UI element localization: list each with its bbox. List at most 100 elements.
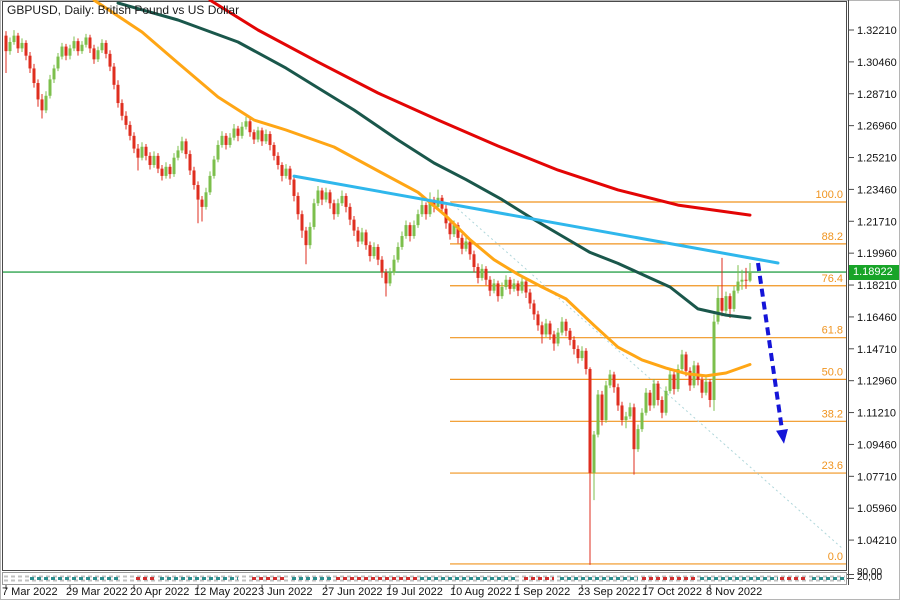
indicator-level-20-label: 20,00 xyxy=(857,572,883,583)
bear-candle-body xyxy=(568,330,572,340)
bear-candle-body xyxy=(584,350,588,370)
fib-level-label: 100.0 xyxy=(815,189,843,201)
price-tick-label: 1.05960 xyxy=(857,503,897,515)
chart-title: GBPUSD, Daily: British Pound vs US Dolla… xyxy=(7,3,240,17)
bear-candle-body xyxy=(384,272,388,284)
bear-candle-body xyxy=(192,170,196,186)
bull-candle-body xyxy=(480,268,484,278)
bull-candle-body xyxy=(392,259,396,273)
bull-candle-body xyxy=(492,283,496,291)
bear-candle-body xyxy=(524,281,528,293)
bear-candle-body xyxy=(648,392,652,406)
bull-candle-body xyxy=(48,79,52,96)
bear-candle-body xyxy=(672,374,676,390)
bear-candle-body xyxy=(64,46,68,56)
bull-candle-body xyxy=(580,350,584,359)
bear-candle-body xyxy=(588,369,592,473)
bull-candle-body xyxy=(240,126,244,136)
bull-candle-body xyxy=(428,199,432,215)
bear-candle-body xyxy=(720,297,724,311)
bull-candle-body xyxy=(544,323,548,335)
descending-trendline[interactable] xyxy=(292,174,780,265)
bull-candle-body xyxy=(232,128,236,138)
fib-level-label: 23.6 xyxy=(822,460,843,472)
bear-candle-body xyxy=(16,35,20,49)
price-tick-label: 1.28710 xyxy=(857,89,897,101)
price-tick-label: 1.12960 xyxy=(857,376,897,388)
fibonacci-retracement[interactable]: 100.0 88.2 76.4 61.8 50.0 38.2 23.6 0.0 xyxy=(449,189,846,565)
bull-candle-body xyxy=(284,168,288,176)
ma-slow-red[interactable] xyxy=(208,0,752,217)
bear-candle-body xyxy=(408,225,412,237)
fib-level-label: 61.8 xyxy=(822,325,843,337)
bear-candle-body xyxy=(508,279,512,289)
bear-candle-body xyxy=(168,166,172,175)
bear-candle-body xyxy=(488,279,492,291)
bear-candle-body xyxy=(364,232,368,246)
bull-candle-body xyxy=(704,381,708,393)
bull-candle-body xyxy=(740,279,744,282)
indicator-pane[interactable] xyxy=(2,572,855,585)
bull-candle-body xyxy=(608,374,612,386)
bull-candle-body xyxy=(400,236,404,247)
bear-candle-body xyxy=(300,214,304,231)
bull-candle-body xyxy=(736,281,740,291)
date-tick-label: 17 Oct 2022 xyxy=(642,586,702,598)
price-tick-label: 1.14710 xyxy=(857,344,897,356)
bear-candle-body xyxy=(368,245,372,257)
fib-baseline-dashed xyxy=(449,201,843,549)
price-tick-label: 1.19960 xyxy=(857,248,897,260)
bear-candle-body xyxy=(268,134,272,145)
ma-fast-orange[interactable] xyxy=(92,0,752,378)
date-axis-ticks[interactable] xyxy=(5,585,711,589)
bear-candle-body xyxy=(4,35,8,52)
bear-candle-body xyxy=(708,381,712,400)
price-tick-label: 1.11210 xyxy=(857,408,896,420)
bear-candle-body xyxy=(224,135,228,145)
bear-candle-body xyxy=(536,314,540,326)
bull-candle-body xyxy=(316,190,320,204)
bull-candle-body xyxy=(676,369,680,390)
bear-candle-body xyxy=(108,53,112,67)
current-price-badge: 1.18922 xyxy=(849,264,899,280)
bull-candle-body xyxy=(176,150,180,158)
price-axis[interactable]: 1.32210 1.30460 1.28710 1.26960 1.25210 1.234… xyxy=(848,0,897,585)
bull-candle-body xyxy=(680,354,684,370)
bear-candle-body xyxy=(320,190,324,200)
bull-candle-body xyxy=(732,290,736,309)
fib-level-label: 88.2 xyxy=(822,231,843,243)
bear-candle-body xyxy=(632,407,636,450)
bear-candle-body xyxy=(272,144,276,156)
bear-candle-body xyxy=(260,130,264,142)
bull-candle-body xyxy=(664,390,668,413)
bull-candle-body xyxy=(52,68,56,80)
bull-candle-body xyxy=(640,412,644,430)
projection-arrow[interactable] xyxy=(756,262,788,444)
bull-candle-body xyxy=(560,321,564,333)
bear-candle-body xyxy=(236,128,240,136)
bear-candle-body xyxy=(28,55,32,69)
ma-mid-dark-teal[interactable] xyxy=(116,1,752,320)
bear-candle-body xyxy=(184,141,188,155)
bear-candle-body xyxy=(688,370,692,386)
bull-candle-body xyxy=(172,157,176,175)
bull-candle-body xyxy=(256,130,260,140)
bull-candle-body xyxy=(308,226,312,246)
bear-candle-body xyxy=(424,205,428,215)
bear-candle-body xyxy=(332,203,336,215)
fib-level-label: 0.0 xyxy=(828,551,843,563)
bear-candle-body xyxy=(288,168,292,180)
indicator-level-80-label: 80,00 xyxy=(857,567,883,578)
candlesticks[interactable] xyxy=(4,30,752,565)
bull-candle-body xyxy=(8,42,12,52)
bear-candle-body xyxy=(660,399,664,413)
bear-candle-body xyxy=(188,154,192,171)
bear-candle-body xyxy=(344,195,348,207)
price-tick-label: 1.25210 xyxy=(857,153,897,165)
bull-candle-body xyxy=(180,141,184,151)
bear-candle-body xyxy=(600,394,604,421)
bull-candle-body xyxy=(636,429,640,450)
bear-candle-body xyxy=(200,199,204,207)
bull-candle-body xyxy=(452,225,456,235)
